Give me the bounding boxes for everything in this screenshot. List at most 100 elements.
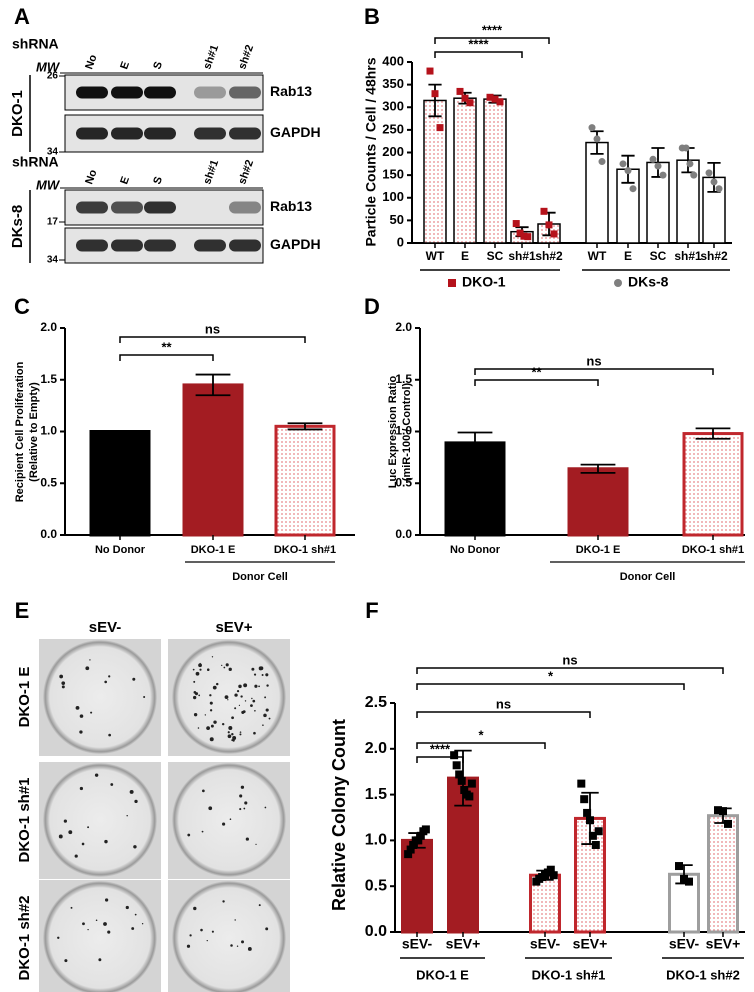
bar — [423, 99, 447, 244]
significance-label: ns — [586, 353, 601, 368]
colony — [212, 685, 217, 690]
data-point — [431, 90, 439, 98]
colony — [206, 668, 210, 671]
colony — [103, 922, 107, 926]
error-bar — [287, 422, 323, 431]
panel-label: E — [15, 598, 30, 623]
colony — [258, 666, 263, 671]
colony — [198, 694, 201, 697]
y-tick-label: 400 — [382, 53, 404, 68]
shrna-label: shRNA — [12, 36, 59, 52]
data-point — [406, 845, 415, 854]
row-label: DKO-1 E — [16, 667, 33, 728]
bar — [444, 441, 506, 537]
y-tick-label: 50 — [390, 212, 404, 227]
colony — [133, 845, 137, 849]
data-point — [460, 786, 469, 795]
data-point — [588, 831, 597, 840]
data-point — [436, 124, 444, 132]
colony — [258, 685, 260, 688]
colony — [241, 940, 245, 944]
data-point — [465, 792, 474, 801]
colony — [266, 684, 269, 687]
colony — [81, 842, 85, 846]
significance-label: ns — [205, 321, 220, 336]
plate — [172, 640, 286, 754]
colony — [243, 807, 246, 810]
colony — [61, 685, 65, 689]
y-axis-label: Recipient Cell Proliferation — [14, 361, 26, 502]
colony — [104, 839, 108, 844]
lane-label: sh#1 — [201, 43, 221, 71]
colony — [198, 663, 202, 668]
colony — [222, 822, 226, 826]
colony — [221, 664, 223, 667]
data-point — [705, 169, 713, 177]
y-tick-label: 1.5 — [395, 372, 412, 386]
colony — [250, 704, 253, 708]
data-point — [724, 819, 732, 828]
x-tick-label: E — [461, 249, 469, 263]
data-point — [456, 87, 464, 95]
band-label: GAPDH — [270, 124, 321, 140]
data-point — [416, 831, 425, 840]
colony — [264, 806, 267, 809]
data-point — [715, 185, 723, 193]
colony — [227, 731, 230, 734]
colony — [239, 808, 242, 811]
y-tick-label: 1.0 — [40, 424, 57, 438]
colony — [107, 930, 111, 934]
colony — [228, 667, 232, 671]
data-point — [496, 98, 504, 106]
significance-bracket — [416, 756, 464, 763]
panel-label: D — [364, 294, 380, 319]
data-point — [629, 185, 637, 193]
band — [194, 86, 226, 99]
colony — [229, 818, 232, 820]
y-tick-label: 1.0 — [395, 424, 412, 438]
colony — [189, 934, 192, 937]
x-tick-label: DKO-1 sh#1 — [682, 544, 744, 556]
colony — [58, 834, 63, 839]
error-bar — [580, 463, 616, 474]
data-point — [580, 795, 589, 804]
colony — [251, 667, 255, 671]
data-point — [624, 167, 632, 175]
colony — [251, 697, 253, 700]
significance-bracket — [119, 336, 306, 343]
x-tick-label: sh#2 — [535, 249, 563, 263]
colony — [238, 704, 241, 707]
colony — [240, 785, 245, 789]
row-label: DKO-1 sh#1 — [16, 777, 33, 862]
plate — [43, 881, 157, 992]
colony — [252, 699, 256, 703]
bar — [89, 430, 151, 537]
cell-line-label: DKO-1 — [9, 90, 26, 137]
column-label: sEV+ — [215, 619, 252, 636]
bar — [585, 141, 609, 244]
colony — [193, 906, 197, 911]
colony — [209, 694, 212, 697]
plate — [172, 763, 286, 877]
data-point — [486, 93, 494, 101]
x-tick-label: SC — [650, 249, 667, 263]
x-tick-label: sEV- — [402, 936, 433, 952]
data-point — [593, 135, 601, 143]
colony — [68, 830, 73, 835]
significance-bracket — [119, 354, 214, 361]
data-point — [455, 770, 464, 779]
data-point — [675, 862, 683, 871]
data-point — [682, 144, 690, 152]
colony — [244, 801, 248, 805]
mw-marker: 17 — [47, 217, 59, 228]
data-point — [550, 230, 558, 238]
significance-label: **** — [430, 741, 451, 756]
colony — [211, 656, 214, 658]
data-point — [714, 806, 722, 815]
colony — [234, 707, 237, 710]
data-point — [686, 160, 694, 168]
data-point — [452, 761, 461, 770]
colony — [70, 906, 73, 909]
band — [229, 127, 261, 140]
data-point — [414, 836, 423, 845]
